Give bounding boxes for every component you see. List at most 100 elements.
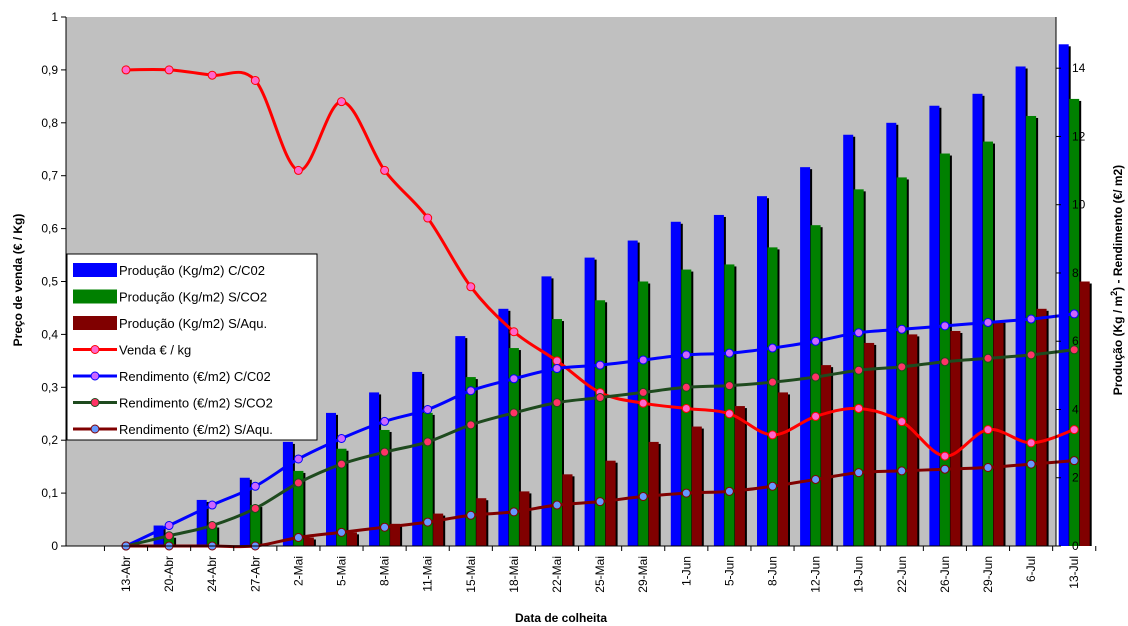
y-left-tick-label: 0,1 [41,486,58,500]
line-2-point-29-Mai [638,355,648,365]
line-3-point-12-Jun [811,372,821,382]
line-1-point-6-Jul [1026,438,1036,448]
line-2-point-29-Jun [983,317,993,327]
bar-1-19-Jun [843,134,854,546]
line-1-point-13-Abr [121,65,131,75]
y-axis-left-title: Preço de venda (€ / Kg) [11,214,25,347]
y-left-tick-label: 0,2 [41,433,58,447]
line-2-point-8-Mai [380,416,390,426]
line-2-point-22-Jun [897,324,907,334]
bar-3-13-Jul [1079,281,1090,546]
line-2-point-1-Jun [681,350,691,360]
y-axis-right-title-part-2: ) - Rendimento (€/ m2) [1111,165,1125,291]
line-1-point-2-Mai [293,165,303,175]
x-tick-label: 12-Jun [809,556,823,593]
y-right-tick-label: 12 [1072,129,1086,143]
bar-1-24-Abr [196,499,207,546]
bar-3-12-Jun [821,365,832,546]
line-4-point-6-Jul [1026,459,1036,469]
x-tick-label: 26-Jun [938,556,952,593]
bar-3-6-Jul [1036,308,1047,546]
x-tick-label: 24-Abr [205,556,219,592]
legend-swatch-marker [90,398,100,407]
bar-2-5-Jun [724,264,735,546]
bar-3-18-Mai [519,491,530,546]
line-2-point-19-Jun [854,328,864,338]
line-1-point-15-Mai [466,282,476,292]
bar-2-5-Mai [336,448,347,546]
line-4-point-8-Mai [380,522,390,532]
x-tick-label: 15-Mai [464,556,478,593]
bar-1-13-Jul [1058,44,1069,547]
line-1-point-18-Mai [509,327,519,337]
line-3-point-22-Mai [552,398,562,408]
line-2-point-5-Jun [724,348,734,358]
line-2-point-25-Mai [595,360,605,370]
line-2-point-2-Mai [293,454,303,464]
line-1-point-29-Jun [983,425,993,435]
line-3-point-6-Jul [1026,350,1036,360]
line-4-point-8-Jun [768,481,777,491]
legend: Produção (Kg/m2) C/C02 Produção (Kg/m2) S… [66,253,318,441]
y-right-tick-label: 0 [1072,539,1079,553]
legend-swatch-marker [90,424,100,434]
line-3-point-29-Mai [638,387,648,397]
x-tick-label: 18-Mai [507,556,521,593]
line-4-point-18-Mai [509,507,519,517]
line-1-point-13-Jul [1069,425,1079,435]
bar-1-6-Jul [1015,66,1026,547]
bar-2-20-Abr [164,535,175,546]
legend-swatch-bar [73,316,117,330]
line-3-point-29-Jun [983,353,993,363]
x-tick-label: 13-Abr [119,556,133,592]
bar-3-26-Jun [950,330,961,546]
bar-2-22-Jun [896,177,907,547]
bar-3-8-Jun [778,392,788,546]
line-2-point-13-Jul [1069,309,1079,319]
line-3-point-19-Jun [854,365,864,375]
line-4-point-5-Mai [337,527,346,537]
line-2-point-6-Jul [1026,314,1036,324]
line-1-point-22-Mai [552,356,562,366]
bar-1-8-Mai [369,392,380,546]
y-left-tick-label: 0,3 [41,380,58,394]
y-right-tick-label: 8 [1072,266,1079,280]
bar-1-15-Mai [455,336,466,546]
bar-2-24-Abr [207,525,218,546]
line-4-point-22-Jun [897,466,907,476]
line-3-point-5-Mai [337,459,346,469]
legend-entry-label: Produção (Kg/m2) S/Aqu. [119,316,267,331]
legend-entry-label: Produção (Kg/m2) S/CO2 [119,290,267,305]
line-2-point-5-Mai [337,433,346,443]
y-axis-right-title-sup: 2 [1109,291,1119,296]
bar-1-8-Jun [757,196,767,546]
line-1-point-8-Jun [768,430,777,440]
bar-3-8-Mai [390,523,401,546]
legend-swatch-bar [73,263,117,277]
bar-2-18-Mai [508,348,519,546]
line-2-point-8-Jun [768,343,777,353]
line-3-point-18-Mai [509,408,519,418]
line-1-point-24-Abr [207,70,217,80]
bar-2-29-Mai [638,281,649,546]
x-tick-label: 5-Mai [335,556,349,586]
y-axis-right-title-part-1: Produção (Kg / m [1111,296,1125,395]
bar-2-12-Jun [810,225,821,546]
y-right-tick-label: 4 [1072,402,1079,416]
bar-2-2-Mai [293,470,304,546]
bar-1-1-Jun [670,221,681,546]
line-3-point-8-Jun [768,377,777,387]
bar-1-22-Jun [886,122,897,547]
line-4-point-2-Mai [293,532,303,542]
x-tick-label: 5-Jun [722,556,736,586]
x-tick-label: 13-Jul [1067,556,1081,589]
x-tick-label: 8-Jun [766,556,780,586]
bar-2-15-Mai [465,377,476,546]
line-4-point-5-Jun [724,486,734,496]
bar-3-15-Mai [476,498,487,546]
y-right-tick-label: 10 [1072,198,1086,212]
line-3-point-5-Jun [724,381,734,391]
bar-3-22-Mai [562,474,573,546]
bar-1-25-Mai [584,257,595,546]
